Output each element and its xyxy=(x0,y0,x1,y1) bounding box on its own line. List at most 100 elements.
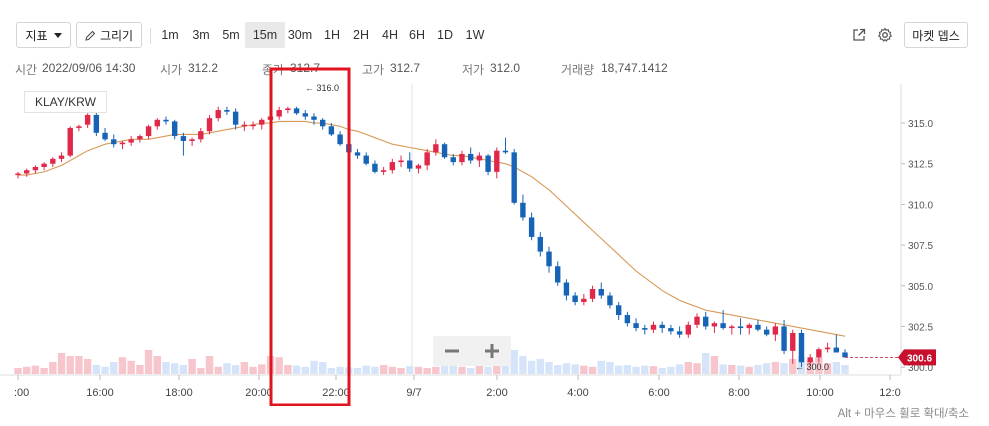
interval-15m[interactable]: 15m xyxy=(245,22,285,48)
candle-body xyxy=(441,144,448,158)
candle-body xyxy=(232,111,239,125)
interval-1d[interactable]: 1D xyxy=(437,28,453,42)
interval-30m[interactable]: 30m xyxy=(287,28,313,42)
candle-body xyxy=(502,150,509,153)
volume-bar xyxy=(353,368,362,374)
candle-body xyxy=(824,347,831,350)
volume-bar xyxy=(710,356,719,374)
interval-2h[interactable]: 2H xyxy=(353,28,369,42)
candle-body xyxy=(459,153,465,163)
volume-bar xyxy=(754,365,762,374)
external-link-icon[interactable] xyxy=(850,26,868,44)
candle-body xyxy=(676,331,683,335)
candle-body xyxy=(224,110,230,112)
candle-body xyxy=(772,326,779,335)
interval-3m[interactable]: 3m xyxy=(192,28,210,42)
volume-bar xyxy=(458,366,466,374)
candle-body xyxy=(833,347,839,353)
gear-icon[interactable] xyxy=(876,26,894,44)
market-depth-button[interactable]: 마켓 뎁스 xyxy=(904,22,968,48)
price-chart[interactable]: ← 316.0 ← 300.0 315.0 312.5 310.0 307.5 305.0 3… xyxy=(0,60,989,406)
candle-body xyxy=(285,108,291,111)
indicator-dropdown[interactable]: 지표 xyxy=(16,22,71,48)
time-tick-label: 8:00 xyxy=(728,387,749,399)
volume-bar xyxy=(240,362,249,374)
candle-body xyxy=(589,289,596,299)
interval-6h[interactable]: 6H xyxy=(409,28,425,42)
candle-body xyxy=(380,170,387,172)
high-value: 312.7 xyxy=(390,61,421,75)
interval-5m[interactable]: 5m xyxy=(222,28,240,42)
volume-bar xyxy=(301,366,309,374)
candle-body xyxy=(293,108,300,114)
candle-body xyxy=(206,118,213,132)
volume-bar xyxy=(597,360,605,374)
volume-bar xyxy=(249,366,257,374)
candle-body xyxy=(781,326,787,351)
pencil-icon xyxy=(85,30,96,41)
toolbar-divider xyxy=(150,28,151,44)
low-label: 저가 xyxy=(462,63,485,77)
minus-icon xyxy=(445,349,459,353)
zoom-hint: Alt + 마우스 휠로 확대/축소 xyxy=(837,408,969,420)
candle-body xyxy=(581,298,587,303)
candle-body xyxy=(215,110,221,119)
time-tick-label: 10:00 xyxy=(806,387,834,399)
volume-bar xyxy=(702,353,710,374)
candle-body xyxy=(250,124,256,127)
price-tick-label: 315.0 xyxy=(908,119,933,130)
volume-bar xyxy=(780,363,788,374)
volume-bar xyxy=(632,366,640,374)
candle-body xyxy=(703,316,709,327)
candle-body xyxy=(842,352,848,358)
volume-bar xyxy=(789,359,797,374)
candle-body xyxy=(520,202,526,218)
candle-body xyxy=(755,324,761,330)
time-tick-label: 2:00 xyxy=(486,387,507,399)
zoom-in-button[interactable] xyxy=(473,336,511,366)
volume-bar xyxy=(197,368,205,374)
candle-body xyxy=(642,328,648,330)
chart-toolbar: 지표 그리기 1m 3m 5m 15m 30m 1H 2H 4H 6H 1D 1W 마켓 뎁스 xyxy=(0,18,989,52)
volume-bar xyxy=(649,366,658,374)
candle-body xyxy=(363,155,369,164)
volume-bar xyxy=(423,368,431,374)
candle-body xyxy=(668,328,674,332)
candle-body xyxy=(24,170,30,174)
volume-bar xyxy=(580,365,588,374)
volume-bar xyxy=(728,365,736,374)
volume-bar xyxy=(432,366,440,374)
chevron-down-icon xyxy=(53,32,62,38)
volume-bar xyxy=(588,366,597,374)
candle-body xyxy=(424,152,430,166)
draw-button[interactable]: 그리기 xyxy=(76,22,142,48)
candle-body xyxy=(607,295,613,306)
annotation-rectangle xyxy=(269,67,351,406)
volume-bar xyxy=(606,362,614,374)
candle-body xyxy=(171,121,178,137)
candle-body xyxy=(328,126,335,135)
volume-bar xyxy=(841,365,849,374)
candle-body xyxy=(624,315,631,324)
low-marker-label: ← 300.0 xyxy=(795,362,829,372)
volume-bar xyxy=(179,365,188,374)
candle-body xyxy=(720,323,726,329)
interval-1h[interactable]: 1H xyxy=(324,28,340,42)
interval-4h[interactable]: 4H xyxy=(382,28,398,42)
volume-bar xyxy=(449,362,457,374)
volume-bar xyxy=(284,365,292,374)
volume-bar xyxy=(501,365,510,374)
interval-1m[interactable]: 1m xyxy=(161,28,179,42)
volume-bar xyxy=(14,368,22,374)
volume-bar xyxy=(806,360,814,374)
volume-bar xyxy=(545,362,553,374)
zoom-out-button[interactable] xyxy=(433,336,471,366)
candle-body xyxy=(659,324,665,329)
candle-body xyxy=(790,332,796,351)
interval-1w[interactable]: 1W xyxy=(465,28,485,42)
volume-bar xyxy=(675,364,684,374)
candle-body xyxy=(798,332,805,363)
candle-body xyxy=(354,152,361,156)
volume-bar xyxy=(388,366,397,374)
candle-body xyxy=(128,139,134,143)
